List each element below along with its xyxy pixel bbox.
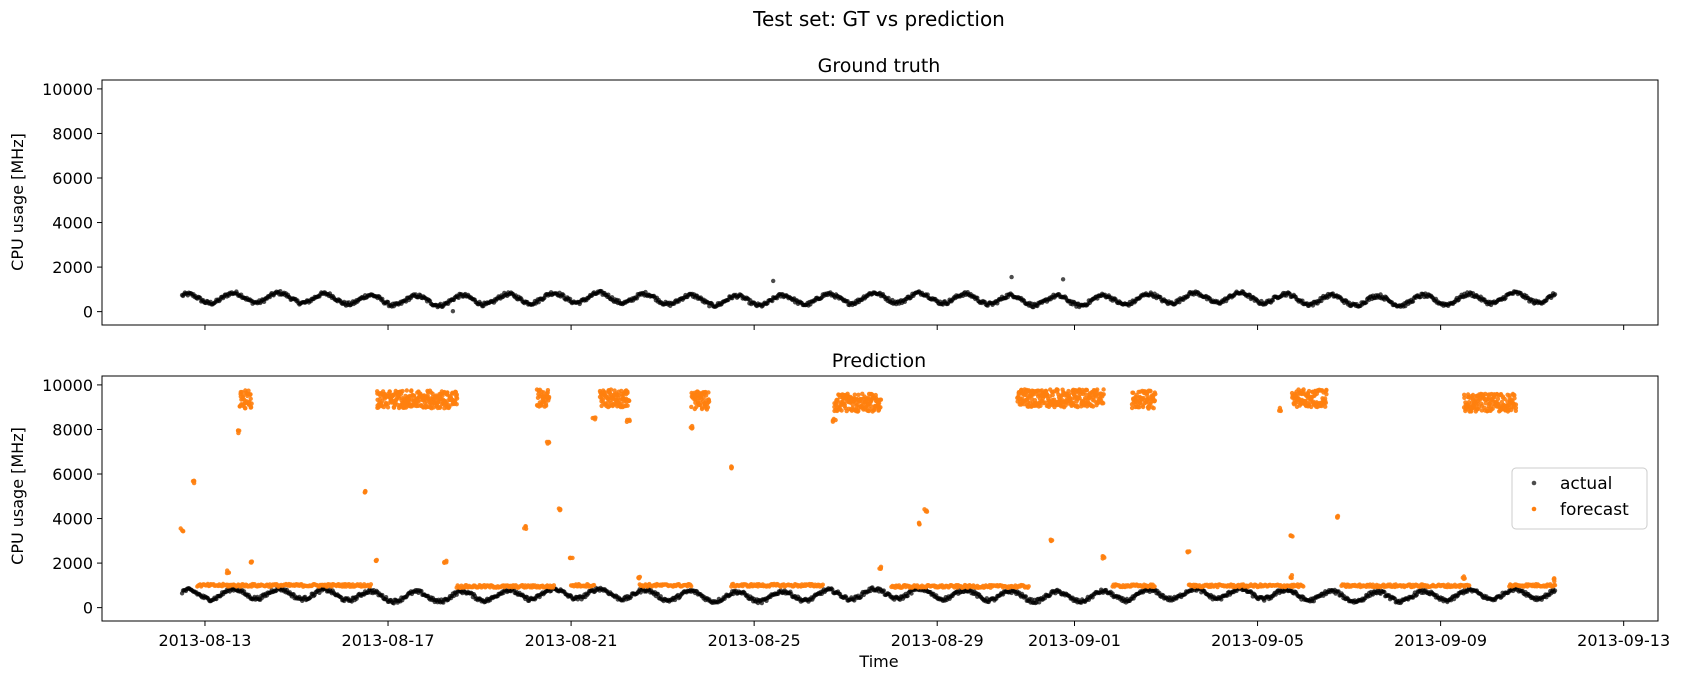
forecast-point — [689, 584, 694, 589]
actual-point — [771, 278, 776, 284]
actual-point — [1300, 298, 1305, 303]
forecast-point — [1084, 387, 1090, 393]
forecast-point — [368, 582, 374, 587]
actual-point — [1060, 277, 1066, 282]
forecast-point — [1151, 406, 1156, 411]
figure-suptitle: Test set: GT vs prediction — [752, 7, 1005, 31]
actual-point — [317, 590, 322, 595]
actual-point — [759, 600, 764, 606]
actual-point — [881, 588, 886, 593]
forecast-point — [878, 397, 883, 402]
forecast-point — [400, 388, 405, 394]
forecast-point — [404, 388, 409, 393]
x-tick-label: 2013-08-17 — [342, 631, 435, 650]
forecast-point — [705, 405, 711, 410]
forecast-point — [839, 408, 844, 413]
y-tick-label: 2000 — [52, 554, 93, 573]
forecast-point — [248, 396, 253, 401]
forecast-point — [242, 406, 248, 411]
x-tick-label: 2013-08-21 — [525, 631, 618, 650]
x-tick-label: 2013-09-05 — [1211, 631, 1304, 650]
actual-point — [456, 295, 461, 300]
actual-point — [450, 309, 456, 314]
forecast-point — [1026, 584, 1031, 589]
forecast-point — [1324, 387, 1329, 393]
forecast-point — [1152, 398, 1158, 403]
forecast-point — [1101, 401, 1106, 406]
forecast-point — [591, 582, 597, 588]
y-tick-label: 2000 — [52, 258, 93, 277]
forecast-point — [454, 402, 459, 407]
actual-point — [1410, 299, 1416, 304]
actual-point — [419, 588, 424, 594]
forecast-point — [706, 390, 711, 395]
forecast-point — [1301, 584, 1306, 589]
y-tick-label: 4000 — [52, 510, 93, 529]
forecast-point — [878, 405, 883, 410]
forecast-point — [1324, 392, 1329, 397]
actual-point — [925, 292, 930, 297]
forecast-point — [1467, 583, 1472, 588]
forecast-point — [625, 389, 630, 394]
ground-truth-axes-frame — [101, 79, 1659, 326]
x-tick-label: 2013-08-25 — [708, 631, 801, 650]
forecast-point — [545, 388, 551, 393]
actual-point — [1552, 588, 1558, 593]
ground-truth-panel: Ground truth CPU usage [MHz] 0 2000 4000 60… — [8, 55, 1659, 330]
prediction-panel: Prediction CPU usage [MHz] 0 2000 4000 6000… — [8, 350, 1670, 671]
ground-truth-x-axis — [204, 325, 1625, 330]
y-tick-label: 6000 — [52, 169, 93, 188]
forecast-point — [385, 405, 391, 410]
forecast-point — [856, 392, 861, 397]
forecast-point — [1148, 388, 1153, 394]
y-tick-label: 8000 — [52, 124, 93, 143]
forecast-point — [1095, 387, 1100, 392]
forecast-point — [625, 403, 630, 408]
forecast-point — [820, 582, 825, 587]
actual-point — [886, 295, 891, 301]
actual-point — [1552, 292, 1558, 297]
y-tick-label: 6000 — [52, 465, 93, 484]
prediction-x-axis: 2013-08-13 2013-08-17 2013-08-21 2013-08-25… — [158, 621, 1670, 650]
forecast-point — [454, 396, 460, 401]
prediction-ylabel: CPU usage [MHz] — [8, 427, 27, 565]
forecast-point — [873, 392, 878, 398]
forecast-point — [1152, 584, 1157, 589]
x-tick-label: 2013-09-01 — [1028, 631, 1121, 650]
actual-point — [1270, 298, 1276, 303]
y-tick-label: 0 — [83, 303, 93, 322]
ground-truth-ylabel: CPU usage [MHz] — [8, 133, 27, 271]
forecast-point — [249, 401, 254, 406]
y-tick-label: 8000 — [52, 420, 93, 439]
x-tick-label: 2013-09-13 — [1577, 631, 1670, 650]
prediction-title: Prediction — [832, 350, 926, 372]
y-tick-label: 10000 — [42, 80, 93, 99]
actual-point — [1009, 274, 1014, 280]
forecast-point — [409, 389, 414, 394]
forecast-point — [1323, 399, 1328, 404]
forecast-point — [626, 398, 632, 403]
x-tick-label: 2013-08-13 — [158, 631, 251, 650]
forecast-point — [1552, 583, 1558, 588]
y-tick-label: 10000 — [42, 376, 93, 395]
forecast-point — [546, 398, 551, 403]
forecast-point — [1101, 387, 1106, 392]
forecast-point — [1153, 391, 1158, 397]
forecast-point — [551, 583, 557, 588]
forecast-point — [1101, 392, 1106, 397]
prediction-y-axis: 0 2000 4000 6000 8000 10000 — [42, 376, 102, 618]
forecast-point — [247, 392, 253, 397]
x-tick-label: 2013-08-29 — [891, 631, 984, 650]
ground-truth-title: Ground truth — [818, 55, 941, 77]
x-tick-label: 2013-09-09 — [1394, 631, 1487, 650]
y-tick-label: 4000 — [52, 214, 93, 233]
ground-truth-y-axis: 0 2000 4000 6000 8000 10000 — [42, 80, 102, 322]
y-tick-label: 0 — [83, 599, 93, 618]
prediction-points — [178, 387, 1558, 606]
forecast-point — [1055, 387, 1060, 393]
ground-truth-points — [179, 274, 1558, 314]
forecast-point — [706, 397, 711, 402]
